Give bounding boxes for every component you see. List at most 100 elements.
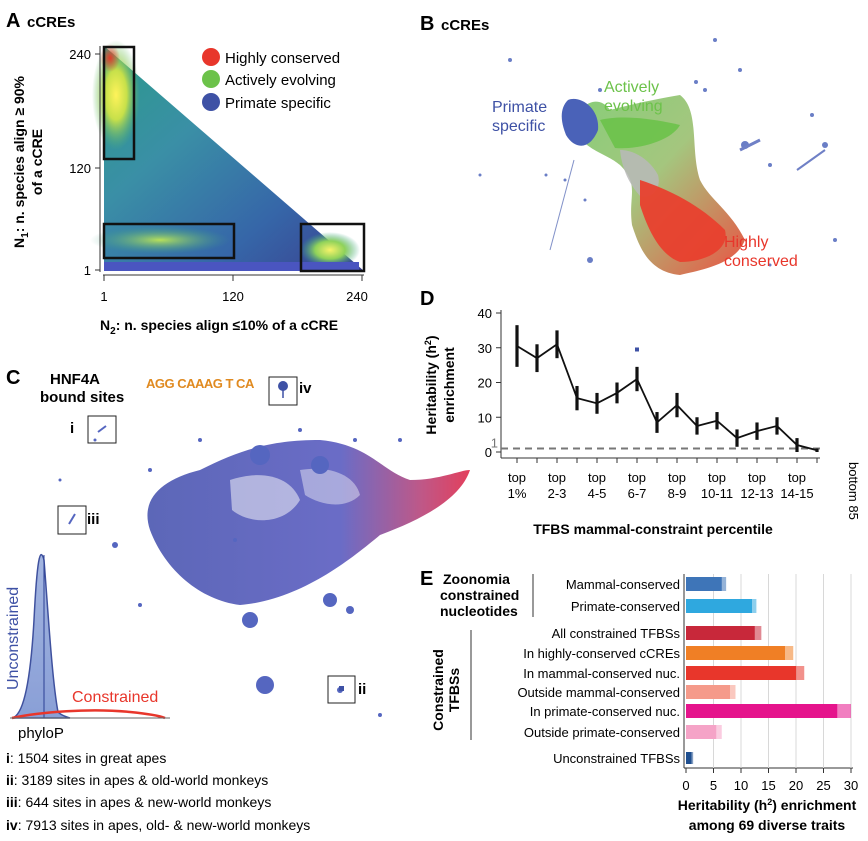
legend-dot-active — [202, 70, 220, 88]
d-xtick-label-range: 4-5 — [588, 486, 607, 501]
e-xlabel-2: among 69 diverse traits — [689, 817, 846, 833]
d-xtick-label-range: 12-13 — [740, 486, 773, 501]
d-xtick-label-top: top — [548, 470, 566, 485]
b-label-active-1: Actively — [604, 79, 659, 96]
hotspot-bottom-right — [300, 232, 360, 268]
e-bars: Mammal-conserved Primate-conserved All con… — [517, 577, 851, 766]
inset-i-label: i — [70, 420, 74, 437]
d-xtick-label-top: top — [588, 470, 606, 485]
d-ytick-label: 20 — [478, 376, 492, 391]
legend-dot-highly — [202, 48, 220, 66]
a-ytick-1: 1 — [84, 263, 91, 278]
d-xtick-label-range: 6-7 — [628, 486, 647, 501]
b-label-primate-1: Primate — [492, 99, 547, 116]
umap-b-primate-cluster — [561, 98, 599, 146]
e-xtick-label: 0 — [682, 778, 689, 793]
legend-highly: Highly conserved — [225, 50, 340, 67]
e-xtick-label: 20 — [789, 778, 803, 793]
e-xlabel-1: Heritability (h2) enrichment — [678, 797, 857, 813]
e-bar-label: In primate-conserved nuc. — [530, 704, 680, 719]
panel-a-legend: Highly conserved Actively evolving Prima… — [202, 48, 340, 112]
a-ytick-240: 240 — [69, 47, 91, 62]
e-bar — [686, 685, 730, 699]
inset-iii-box — [57, 505, 87, 535]
e-group2-label: Constrained TFBSs — [430, 649, 462, 731]
d-outlier-point — [635, 347, 639, 352]
e-bar-label: Primate-conserved — [571, 599, 680, 614]
panel-a-title: cCREs — [27, 14, 75, 31]
caption-ii: ii: 3189 sites in apes & old-world monke… — [6, 772, 268, 788]
d-last-label: bottom 85 — [846, 462, 861, 520]
e-x-ticks: 0 5 10 15 20 25 30 — [682, 768, 858, 793]
hotspot-bottom-left — [90, 226, 230, 254]
constrained-label: Constrained — [72, 689, 158, 706]
d-xlabel: TFBS mammal-constraint percentile — [533, 521, 773, 537]
d-xtick-label-top: top — [508, 470, 526, 485]
panel-d-ylabel: Heritability (h2) enrichment — [423, 335, 457, 434]
inset-i-box — [87, 415, 117, 444]
e-bar — [686, 626, 755, 640]
phylop-label: phyloP — [18, 725, 64, 742]
e-bar-label: Outside mammal-conserved — [517, 685, 680, 700]
caption-iv: iv: 7913 sites in apes, old- & new-world… — [6, 817, 310, 833]
e-bar — [686, 725, 717, 739]
a-xtick-240: 240 — [346, 289, 368, 304]
box-primate-specific — [102, 222, 236, 260]
caption-i: i: 1504 sites in great apes — [6, 750, 166, 766]
e-bar-label: Outside primate-conserved — [524, 725, 680, 740]
b-label-primate-2: specific — [492, 118, 545, 135]
legend-active: Actively evolving — [225, 72, 336, 89]
e-bar-label: All constrained TFBSs — [552, 626, 681, 641]
panel-c: C HNF4A bound sites AGG CAAAG T CA i iii — [5, 367, 470, 833]
svg-text:Constrained: Constrained — [430, 649, 446, 731]
panel-a-ylabel: N1: n. species align ≥ 90% of a cCRE — [11, 75, 45, 248]
d-ytick-label: 30 — [478, 341, 492, 356]
umap-c-specks — [58, 428, 402, 717]
e-bar — [686, 704, 838, 718]
inset-iv-box — [268, 376, 298, 406]
d-xtick-label-top: top — [788, 470, 806, 485]
panel-c-captions: i: 1504 sites in great apes ii: 3189 sit… — [6, 750, 310, 833]
svg-text:N1: n. species align ≥ 90%: N1: n. species align ≥ 90% — [11, 75, 31, 248]
d-xtick-label-top: top — [628, 470, 646, 485]
constrained-density — [11, 709, 166, 720]
panel-b-title: cCREs — [441, 17, 489, 34]
inset-ii-box — [327, 675, 356, 704]
panel-d-label: D — [420, 288, 434, 310]
legend-dot-primate — [202, 93, 220, 111]
b-label-high-2: conserved — [724, 253, 798, 270]
panel-c-title-2: bound sites — [40, 389, 124, 406]
e-bar — [686, 646, 785, 660]
panel-b: B cCREs Primate specific Actively evolv — [420, 13, 837, 275]
umap-c-main — [147, 440, 470, 605]
b-label-high-1: Highly — [724, 234, 768, 251]
e-xtick-label: 5 — [710, 778, 717, 793]
a-ytick-120: 120 — [69, 161, 91, 176]
b-label-active-2: evolving — [604, 98, 663, 115]
panel-e: E Zoonomia constrained nucleotides Const… — [420, 568, 858, 833]
d-series-line — [516, 342, 818, 452]
e-group1-line3: nucleotides — [440, 603, 518, 619]
e-bar — [686, 752, 692, 764]
panel-c-title-1: HNF4A — [50, 371, 100, 388]
d-xtick-label-range: 8-9 — [668, 486, 687, 501]
legend-primate: Primate specific — [225, 95, 331, 112]
panel-a-label: A — [6, 10, 20, 32]
d-ytick-label: 0 — [485, 445, 492, 460]
d-series — [515, 325, 819, 452]
svg-text:TFBSs: TFBSs — [446, 668, 462, 713]
umap-b-specks — [478, 38, 837, 267]
d-ytick-label: 40 — [478, 306, 492, 321]
d-xtick-label-top: top — [668, 470, 686, 485]
panel-a-xlabel: N2: n. species align ≤10% of a cCRE — [100, 317, 338, 337]
e-group1-line1: Zoonomia — [443, 571, 510, 587]
d-xtick-label-range: 14-15 — [780, 486, 813, 501]
panel-e-label: E — [420, 568, 433, 590]
svg-text:Heritability (h2): Heritability (h2) — [423, 335, 439, 434]
inset-ii-label: ii — [358, 681, 366, 698]
d-xtick-label-range: 2-3 — [548, 486, 567, 501]
d-xtick-label-range: 1% — [508, 486, 527, 501]
e-xtick-label: 25 — [816, 778, 830, 793]
svg-text:enrichment: enrichment — [441, 347, 457, 423]
